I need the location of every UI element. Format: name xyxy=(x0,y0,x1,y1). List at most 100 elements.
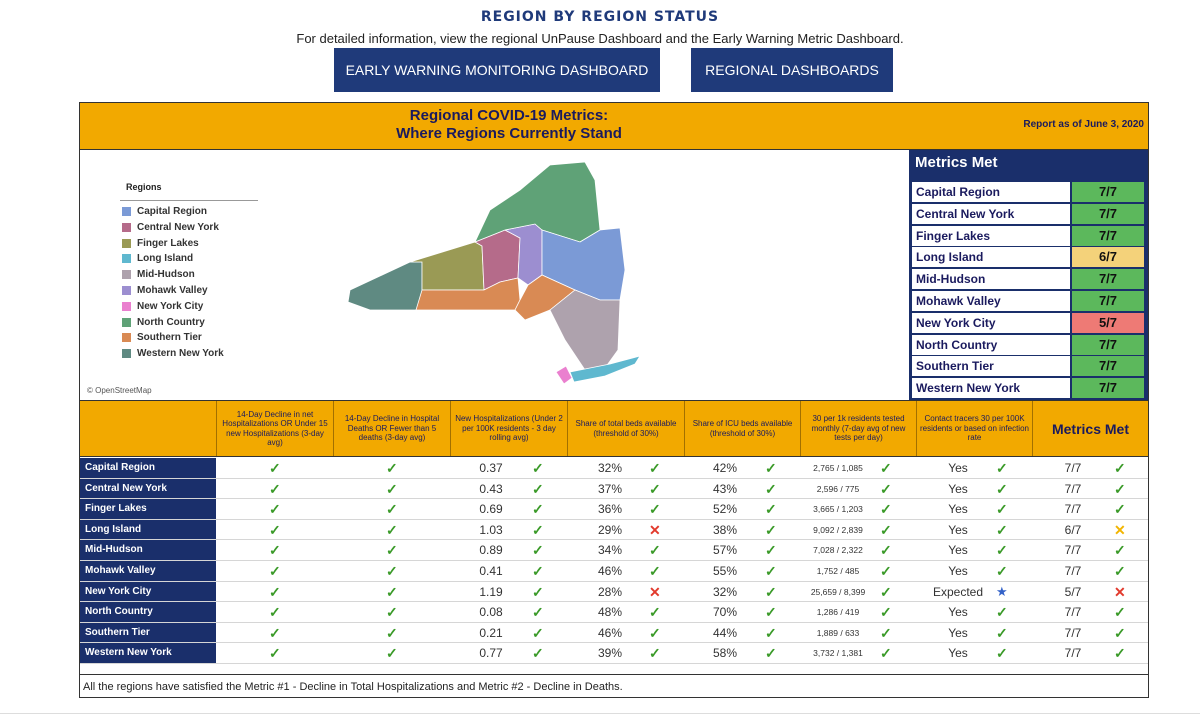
check-icon: ✓ xyxy=(996,480,1008,497)
legend-label: Finger Lakes xyxy=(137,237,199,249)
metrics-met-region: North Country xyxy=(912,334,1070,355)
check-icon: ✓ xyxy=(996,521,1008,538)
testing-value: 1,752 / 485 xyxy=(816,566,860,576)
check-icon: ✓ xyxy=(386,480,398,497)
map-region-new-york-city xyxy=(555,365,573,385)
header-testing: 30 per 1k residents tested monthly (7-da… xyxy=(800,401,916,456)
new-hospitalizations-value: 0.43 xyxy=(479,481,503,496)
report-date: Report as of June 3, 2020 xyxy=(1023,119,1144,130)
x-icon: ✕ xyxy=(1114,583,1126,600)
check-icon: ✓ xyxy=(532,624,544,641)
metrics-met-row: Finger Lakes 7/7 xyxy=(912,225,1144,246)
metrics-met-value: 6/7 xyxy=(1064,522,1082,537)
total-beds-value: 37% xyxy=(597,481,623,496)
check-icon: ✓ xyxy=(996,542,1008,559)
map-region-mid-hudson xyxy=(549,289,621,371)
row-region-name: Mohawk Valley xyxy=(80,561,216,581)
metrics-met-value: 7/7 xyxy=(1064,646,1082,661)
x-icon: ✕ xyxy=(1114,521,1126,538)
legend-swatch xyxy=(122,270,131,280)
star-icon: ★ xyxy=(996,583,1008,599)
check-icon: ✓ xyxy=(1114,501,1126,518)
check-icon: ✓ xyxy=(649,604,661,621)
metrics-met-region: Finger Lakes xyxy=(912,225,1070,246)
check-icon: ✓ xyxy=(880,624,892,641)
metrics-met-region: Western New York xyxy=(912,378,1070,399)
legend-label: Southern Tier xyxy=(137,332,202,344)
legend-swatch xyxy=(122,238,131,248)
new-york-state-map[interactable] xyxy=(80,150,908,400)
contact-tracers-value: Yes xyxy=(948,646,968,661)
contact-tracers-value: Yes xyxy=(948,481,968,496)
metrics-met-value: 7/7 xyxy=(1072,269,1144,290)
legend-item: Southern Tier xyxy=(122,332,202,343)
total-beds-value: 34% xyxy=(597,543,623,558)
region-map[interactable]: Regions Capital Region Central New York Fi… xyxy=(80,150,908,400)
map-attribution: © OpenStreetMap xyxy=(87,386,152,395)
metrics-met-row: Central New York 7/7 xyxy=(912,203,1144,224)
metrics-met-value: 7/7 xyxy=(1072,291,1144,311)
contact-tracers-value: Yes xyxy=(948,564,968,578)
table-row: Finger Lakes ✓ ✓ 0.69 ✓ 36% ✓ 52% ✓ 3,665 / 1,203… xyxy=(80,499,1148,520)
check-icon: ✓ xyxy=(532,521,544,538)
legend-swatch xyxy=(122,207,131,216)
check-icon: ✓ xyxy=(532,542,544,559)
row-region-name: Southern Tier xyxy=(80,622,216,643)
check-icon: ✓ xyxy=(269,604,281,621)
new-hospitalizations-value: 0.41 xyxy=(479,564,503,578)
testing-value: 2,596 / 775 xyxy=(816,483,860,494)
table-row: Western New York ✓ ✓ 0.77 ✓ 39% ✓ 58% ✓ 3,732 / 1… xyxy=(80,643,1148,664)
map-region-long-island xyxy=(569,355,641,383)
new-hospitalizations-value: 0.08 xyxy=(479,605,503,620)
icu-beds-value: 70% xyxy=(712,605,738,620)
check-icon: ✓ xyxy=(532,460,544,476)
legend-item: New York City xyxy=(122,301,203,312)
header-metric2: 14-Day Decline in Hospital Deaths OR Few… xyxy=(333,401,450,456)
icu-beds-value: 43% xyxy=(712,481,738,496)
check-icon: ✓ xyxy=(996,645,1008,662)
panel-header: Regional COVID-19 Metrics: Where Regions… xyxy=(80,103,1148,150)
check-icon: ✓ xyxy=(386,624,398,641)
map-region-southern-tier-east xyxy=(514,274,576,321)
testing-value: 3,665 / 1,203 xyxy=(813,504,863,515)
total-beds-value: 28% xyxy=(597,584,623,599)
icu-beds-value: 57% xyxy=(712,543,738,558)
contact-tracers-value: Yes xyxy=(948,605,968,620)
check-icon: ✓ xyxy=(386,501,398,518)
table-row: North Country ✓ ✓ 0.08 ✓ 48% ✓ 70% ✓ 1,286 / 419 ✓… xyxy=(80,602,1148,623)
check-icon: ✓ xyxy=(880,645,892,662)
table-row: Southern Tier ✓ ✓ 0.21 ✓ 46% ✓ 44% ✓ 1,889 / 633 ✓… xyxy=(80,622,1148,644)
metrics-met-row: Southern Tier 7/7 xyxy=(912,356,1144,377)
contact-tracers-value: Yes xyxy=(948,502,968,517)
row-region-name: North Country xyxy=(80,602,216,622)
testing-value: 1,286 / 419 xyxy=(816,607,860,618)
legend-swatch xyxy=(122,286,131,295)
metrics-met-value: 7/7 xyxy=(1064,481,1082,496)
check-icon: ✓ xyxy=(1114,624,1126,641)
check-icon: ✓ xyxy=(1114,542,1126,559)
header-contact-tracers: Contact tracers 30 per 100K residents or… xyxy=(916,401,1032,456)
check-icon: ✓ xyxy=(1114,563,1126,579)
table-row: New York City ✓ ✓ 1.19 ✓ 28% ✕ 32% ✓ 25,659 / 8,3… xyxy=(80,581,1148,603)
x-icon: ✕ xyxy=(649,583,661,600)
metrics-met-value: 7/7 xyxy=(1064,502,1082,517)
table-header: 14-Day Decline in net Hospitalizations O… xyxy=(80,400,1148,457)
new-hospitalizations-value: 0.37 xyxy=(479,461,503,475)
metrics-met-value: 7/7 xyxy=(1064,564,1082,578)
regional-dashboards-button[interactable]: REGIONAL DASHBOARDS xyxy=(691,48,893,92)
total-beds-value: 36% xyxy=(597,502,623,517)
page-subtitle: For detailed information, view the regio… xyxy=(296,31,904,46)
early-warning-dashboard-button[interactable]: EARLY WARNING MONITORING DASHBOARD xyxy=(334,48,660,92)
metrics-met-value: 5/7 xyxy=(1064,584,1082,599)
contact-tracers-value: Yes xyxy=(948,543,968,558)
footer-note: All the regions have satisfied the Metri… xyxy=(80,674,1148,698)
x-icon: ✕ xyxy=(649,521,661,538)
legend-item: Mid-Hudson xyxy=(122,269,195,280)
metrics-met-value: 6/7 xyxy=(1072,247,1144,268)
check-icon: ✓ xyxy=(996,563,1008,579)
check-icon: ✓ xyxy=(765,501,777,518)
check-icon: ✓ xyxy=(532,583,544,600)
header-metric1: 14-Day Decline in net Hospitalizations O… xyxy=(216,401,333,456)
icu-beds-value: 32% xyxy=(712,584,738,599)
table-row: Mohawk Valley ✓ ✓ 0.41 ✓ 46% ✓ 55% ✓ 1,752 / 485 ✓… xyxy=(80,561,1148,582)
